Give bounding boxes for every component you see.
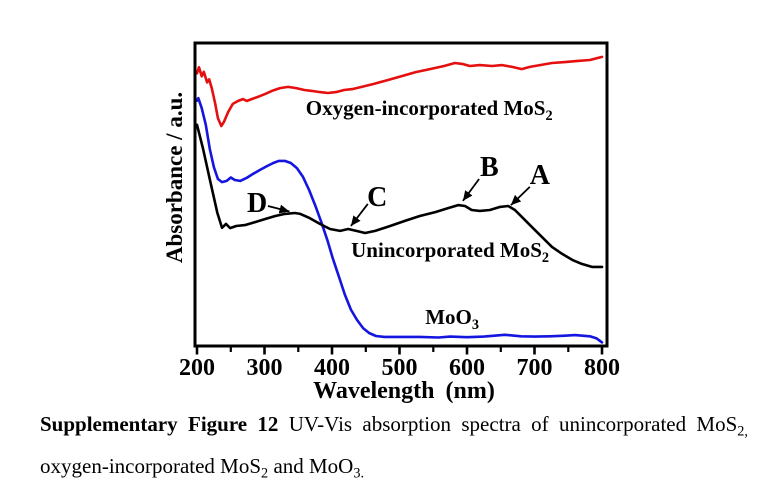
peak-label-c: C (367, 182, 387, 213)
peak-label-d: D (247, 188, 267, 219)
plot-frame (193, 41, 609, 348)
peak-arrow-b (462, 178, 480, 202)
x-tick-label-400: 400 (314, 355, 350, 381)
x-axis-title: Wavelength (nm) (313, 378, 495, 404)
curve-label-unincorporated-mos2: Unincorporated MoS2 (351, 238, 549, 266)
curve-label-moo3: MoO3 (425, 305, 479, 333)
x-tick-label-500: 500 (382, 355, 418, 381)
x-tick-label-300: 300 (247, 355, 283, 381)
caption-subscript-1: 2, (737, 423, 748, 440)
x-tick-label-200: 200 (179, 355, 215, 381)
caption-text-1: UV-Vis absorption spectra of unincorpora… (278, 412, 738, 436)
figure-caption-label: Supplementary Figure 12 (40, 412, 279, 436)
peak-arrow-c (350, 203, 369, 227)
x-tick-label-700: 700 (517, 355, 553, 381)
peak-arrow-d (267, 204, 290, 214)
caption-subscript-2: 2 (261, 465, 269, 482)
x-tick-label-600: 600 (449, 355, 485, 381)
figure-caption-line-2: oxygen-incorporated MoS2 and MoO3. (40, 454, 748, 481)
peak-label-b: B (480, 152, 499, 183)
spectrum-curve-oxygen-incorporated-mos2 (195, 55, 604, 128)
figure-caption-line-1: Supplementary Figure 12 UV-Vis absorptio… (40, 412, 748, 439)
x-tick-label-800: 800 (584, 355, 620, 381)
spectrum-curve-moo3 (195, 96, 604, 344)
peak-arrow-a (510, 186, 531, 206)
caption-subscript-3: 3. (353, 465, 365, 482)
y-axis-title: Absorbance / a.u. (162, 92, 187, 263)
spectrum-curve-unincorporated-mos2 (195, 123, 604, 269)
caption-text-2: oxygen-incorporated MoS (40, 454, 262, 478)
peak-label-a: A (530, 160, 551, 191)
curve-label-oxygen-incorporated-mos2: Oxygen-incorporated MoS2 (306, 96, 553, 124)
caption-text-3: and MoO (268, 454, 354, 478)
